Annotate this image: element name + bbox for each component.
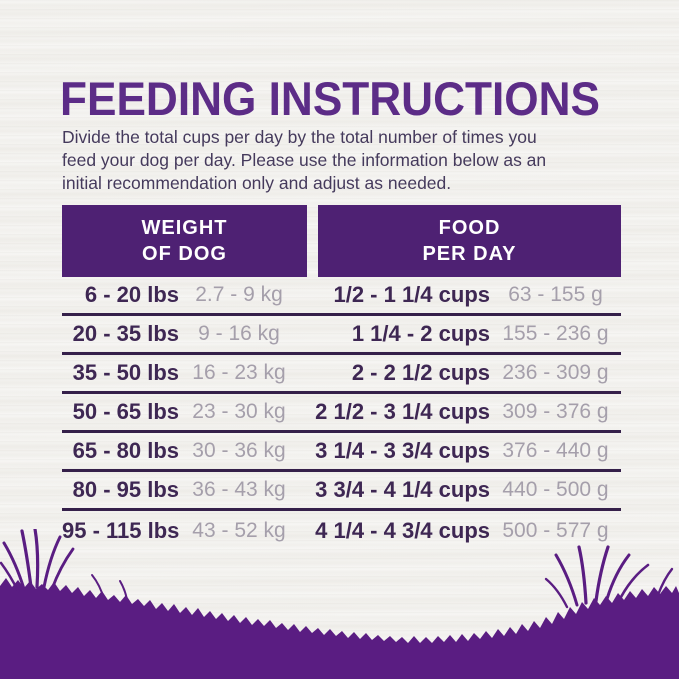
food-cups: 1/2 - 1 1/4 cups (333, 282, 490, 307)
weight-lbs: 95 - 115 lbs (62, 517, 180, 543)
table-row: 35 - 50 lbs 16 - 23 kg 2 - 2 1/2 cups 23… (62, 355, 621, 394)
food-grams: 440 - 500 g (502, 478, 609, 501)
weight-lbs: 35 - 50 lbs (72, 360, 179, 385)
weight-kg: 2.7 - 9 kg (195, 283, 283, 306)
food-cups: 2 - 2 1/2 cups (351, 360, 490, 385)
food-cups: 2 1/2 - 3 1/4 cups (315, 399, 490, 424)
food-cups: 4 1/4 - 4 3/4 cups (315, 517, 490, 543)
page-title: FEEDING INSTRUCTIONS (60, 72, 601, 126)
food-grams: 63 - 155 g (508, 283, 603, 306)
food-cups: 3 1/4 - 3 3/4 cups (315, 438, 490, 463)
table-row: 50 - 65 lbs 23 - 30 kg 2 1/2 - 3 1/4 cup… (62, 394, 621, 433)
feeding-table: WEIGHT OF DOG FOOD PER DAY 6 - 20 lbs 2.… (62, 205, 621, 550)
food-cups: 1 1/4 - 2 cups (351, 321, 490, 346)
table-row: 20 - 35 lbs 9 - 16 kg 1 1/4 - 2 cups 155… (62, 316, 621, 355)
weight-lbs: 6 - 20 lbs (84, 282, 179, 307)
header-food-line2: PER DAY (422, 243, 517, 265)
grass-silhouette-image (0, 529, 679, 679)
weight-kg: 23 - 30 kg (192, 400, 286, 423)
intro-line: initial recommendation only and adjust a… (62, 173, 452, 193)
weight-lbs: 80 - 95 lbs (72, 477, 179, 502)
weight-lbs: 65 - 80 lbs (72, 438, 179, 463)
weight-kg: 30 - 36 kg (192, 439, 286, 462)
weight-kg: 36 - 43 kg (192, 478, 286, 501)
intro-line: feed your dog per day. Please use the in… (62, 150, 547, 170)
table-row: 95 - 115 lbs 43 - 52 kg 4 1/4 - 4 3/4 cu… (62, 511, 621, 550)
food-grams: 236 - 309 g (502, 361, 609, 384)
intro-line: Divide the total cups per day by the tot… (62, 127, 537, 147)
weight-kg: 9 - 16 kg (198, 322, 280, 345)
food-cups: 3 3/4 - 4 1/4 cups (315, 477, 490, 502)
header-food-per-day: FOOD PER DAY (318, 205, 621, 277)
weight-kg: 43 - 52 kg (192, 518, 286, 542)
header-food-line1: FOOD (438, 217, 501, 239)
food-grams: 309 - 376 g (502, 400, 609, 423)
food-grams: 376 - 440 g (502, 439, 609, 462)
table-row: 6 - 20 lbs 2.7 - 9 kg 1/2 - 1 1/4 cups 6… (62, 277, 621, 316)
weight-lbs: 20 - 35 lbs (72, 321, 179, 346)
weight-kg: 16 - 23 kg (192, 361, 286, 384)
weight-lbs: 50 - 65 lbs (72, 399, 179, 424)
table-header-row: WEIGHT OF DOG FOOD PER DAY (62, 205, 621, 277)
food-grams: 155 - 236 g (502, 322, 609, 345)
header-weight-line1: WEIGHT (141, 217, 228, 239)
intro-text: Divide the total cups per day by the tot… (62, 126, 546, 195)
header-weight-line2: OF DOG (142, 243, 227, 265)
food-grams: 500 - 577 g (502, 518, 609, 542)
table-row: 80 - 95 lbs 36 - 43 kg 3 3/4 - 4 1/4 cup… (62, 472, 621, 511)
table-row: 65 - 80 lbs 30 - 36 kg 3 1/4 - 3 3/4 cup… (62, 433, 621, 472)
header-weight-of-dog: WEIGHT OF DOG (62, 205, 307, 277)
